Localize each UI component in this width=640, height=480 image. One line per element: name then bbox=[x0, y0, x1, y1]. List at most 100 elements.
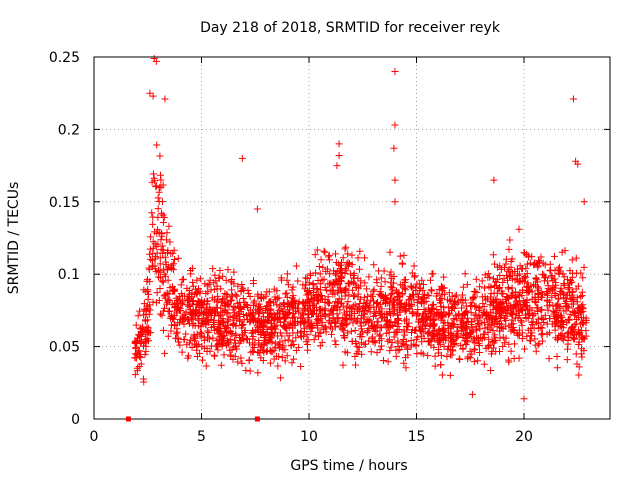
data-point bbox=[317, 256, 325, 264]
data-point bbox=[405, 319, 413, 327]
data-point bbox=[374, 318, 382, 326]
data-point bbox=[233, 299, 241, 307]
data-point bbox=[369, 338, 377, 346]
data-point bbox=[410, 273, 418, 281]
data-point bbox=[213, 292, 221, 300]
data-point bbox=[549, 302, 557, 310]
data-point bbox=[136, 307, 144, 315]
data-point bbox=[361, 310, 369, 318]
data-point bbox=[480, 360, 488, 368]
data-point bbox=[367, 296, 375, 304]
data-point bbox=[312, 331, 320, 339]
data-point bbox=[259, 323, 267, 331]
data-point bbox=[497, 305, 505, 313]
data-point bbox=[535, 325, 543, 333]
data-point bbox=[297, 363, 305, 371]
data-point bbox=[407, 337, 415, 345]
data-point bbox=[512, 309, 520, 317]
data-point bbox=[546, 301, 554, 309]
data-point bbox=[220, 351, 228, 359]
data-point bbox=[308, 321, 316, 329]
data-point bbox=[344, 250, 352, 258]
data-point bbox=[515, 225, 523, 233]
data-point bbox=[362, 340, 370, 348]
data-point bbox=[185, 339, 193, 347]
data-point bbox=[490, 299, 498, 307]
data-point bbox=[163, 298, 171, 306]
data-point bbox=[428, 301, 436, 309]
data-point bbox=[250, 297, 258, 305]
data-point bbox=[191, 337, 199, 345]
data-point bbox=[314, 314, 322, 322]
data-point bbox=[242, 366, 250, 374]
data-point bbox=[429, 300, 437, 308]
data-point bbox=[501, 339, 509, 347]
data-point bbox=[480, 318, 488, 326]
data-point bbox=[361, 254, 369, 262]
data-point bbox=[490, 176, 498, 184]
data-point bbox=[315, 263, 323, 271]
data-point bbox=[573, 316, 581, 324]
data-point bbox=[322, 268, 330, 276]
data-point bbox=[145, 337, 153, 345]
y-axis-label: SRMTID / TECUs bbox=[6, 182, 22, 295]
data-point bbox=[316, 270, 324, 278]
data-point bbox=[396, 346, 404, 354]
data-point bbox=[193, 276, 201, 284]
data-point bbox=[325, 256, 333, 264]
data-point bbox=[508, 316, 516, 324]
data-point bbox=[472, 311, 480, 319]
data-point bbox=[373, 299, 381, 307]
data-point bbox=[454, 330, 462, 338]
data-point bbox=[373, 279, 381, 287]
data-point bbox=[145, 310, 153, 318]
data-point bbox=[184, 296, 192, 304]
data-point bbox=[419, 286, 427, 294]
data-point bbox=[176, 341, 184, 349]
data-point bbox=[568, 269, 576, 277]
data-point bbox=[246, 367, 254, 375]
data-point bbox=[149, 92, 157, 100]
data-point bbox=[391, 121, 399, 129]
data-point bbox=[284, 281, 292, 289]
data-point bbox=[574, 160, 582, 168]
data-point bbox=[288, 300, 296, 308]
data-point bbox=[365, 337, 373, 345]
data-point bbox=[361, 303, 369, 311]
data-point bbox=[517, 277, 525, 285]
data-point bbox=[438, 284, 446, 292]
data-point bbox=[449, 347, 457, 355]
data-point bbox=[348, 305, 356, 313]
data-point bbox=[443, 296, 451, 304]
data-point bbox=[502, 306, 510, 314]
data-point bbox=[509, 311, 517, 319]
data-point bbox=[555, 270, 563, 278]
data-point bbox=[287, 321, 295, 329]
data-point bbox=[364, 327, 372, 335]
data-point bbox=[554, 336, 562, 344]
data-point bbox=[487, 293, 495, 301]
data-point bbox=[200, 307, 208, 315]
data-point bbox=[334, 314, 342, 322]
data-point bbox=[569, 95, 577, 103]
data-point bbox=[471, 302, 479, 310]
data-point bbox=[335, 151, 343, 159]
data-point bbox=[377, 292, 385, 300]
data-point bbox=[218, 295, 226, 303]
data-point bbox=[204, 297, 212, 305]
data-point bbox=[480, 330, 488, 338]
data-point bbox=[514, 300, 522, 308]
data-point bbox=[517, 301, 525, 309]
data-point bbox=[407, 283, 415, 291]
data-point bbox=[168, 261, 176, 269]
data-point bbox=[493, 295, 501, 303]
data-point bbox=[469, 328, 477, 336]
data-point bbox=[371, 337, 379, 345]
data-point bbox=[418, 276, 426, 284]
data-point bbox=[523, 289, 531, 297]
data-point bbox=[472, 303, 480, 311]
data-point bbox=[151, 240, 159, 248]
data-point bbox=[327, 319, 335, 327]
data-point bbox=[435, 310, 443, 318]
